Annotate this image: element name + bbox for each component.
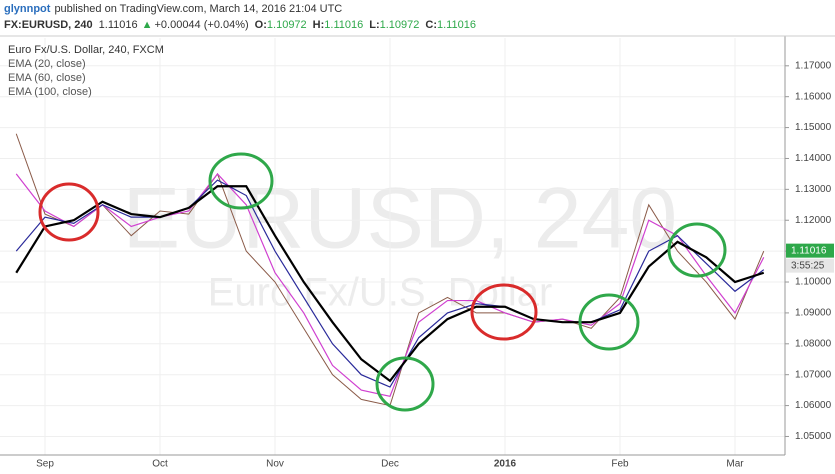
x-tick-label: Nov xyxy=(266,459,284,470)
legend-entry: EMA (60, close) xyxy=(8,72,86,84)
y-tick-label: 1.05000 xyxy=(795,431,832,442)
published: published on TradingView.com, March 14, … xyxy=(54,3,342,15)
countdown-tag xyxy=(786,258,834,273)
y-tick-label: 1.09000 xyxy=(795,308,832,319)
circle-annotation xyxy=(38,182,100,242)
last-price-label: 1.11016 xyxy=(791,245,827,256)
legend-entry: EMA (100, close) xyxy=(8,86,92,98)
x-tick-label: Sep xyxy=(36,459,54,470)
circle-annotation xyxy=(578,293,640,351)
circle-annotation xyxy=(375,356,435,412)
legend-title: Euro Fx/U.S. Dollar, 240, FXCM xyxy=(8,44,164,56)
last-price: 1.11016 xyxy=(99,19,138,31)
ohlc-label: C: xyxy=(425,19,437,31)
header-line: glynnpot published on TradingView.com, Ma… xyxy=(4,3,342,15)
ohlc-value: 1.10972 xyxy=(380,19,420,31)
annotations xyxy=(38,152,727,412)
ema-line xyxy=(15,179,765,388)
header-line: FX:EURUSD, 240 1.11016 ▲ +0.00044 (+0.04%) O… xyxy=(4,19,476,31)
y-tick-label: 1.07000 xyxy=(795,369,832,380)
y-tick-label: 1.06000 xyxy=(795,400,832,411)
ohlc-value: 1.11016 xyxy=(324,19,363,31)
y-tick-label: 1.17000 xyxy=(795,60,832,71)
y-tick-label: 1.10000 xyxy=(795,277,832,288)
y-tick-label: 1.08000 xyxy=(795,338,832,349)
change-arrow: ▲ xyxy=(142,19,153,31)
y-tick-label: 1.15000 xyxy=(795,122,832,133)
ema-line xyxy=(15,185,765,383)
circle-annotation xyxy=(208,152,274,210)
y-tick-label: 1.14000 xyxy=(795,153,832,164)
x-tick-label: Mar xyxy=(726,459,744,470)
circle-annotation xyxy=(470,283,538,341)
last-price-tag xyxy=(786,243,834,258)
x-tick-label: Feb xyxy=(611,459,629,470)
change: +0.00044 (+0.04%) xyxy=(154,19,248,31)
ohlc-label: H: xyxy=(313,19,325,31)
legend-entry: EMA (20, close) xyxy=(8,58,86,70)
x-tick-label: 2016 xyxy=(494,459,517,470)
y-tick-label: 1.12000 xyxy=(795,215,832,226)
ohlc-value: 1.11016 xyxy=(437,19,476,31)
author: glynnpot xyxy=(4,3,51,15)
y-tick-label: 1.16000 xyxy=(795,91,832,102)
countdown-label: 3:55:25 xyxy=(791,260,825,271)
x-tick-label: Dec xyxy=(381,459,399,470)
ohlc-value: 1.10972 xyxy=(267,19,307,31)
y-tick-label: 1.13000 xyxy=(795,184,832,195)
ohlc-label: L: xyxy=(369,19,379,31)
ema-line xyxy=(15,172,765,398)
symbol: FX:EURUSD, 240 xyxy=(4,19,93,31)
ohlc-label: O: xyxy=(255,19,267,31)
watermark: EURUSD, 240 xyxy=(123,171,677,267)
x-tick-label: Oct xyxy=(152,459,168,470)
circle-annotation xyxy=(667,222,727,278)
watermark-subtitle: Euro Fx/U.S. Dollar xyxy=(208,271,553,315)
